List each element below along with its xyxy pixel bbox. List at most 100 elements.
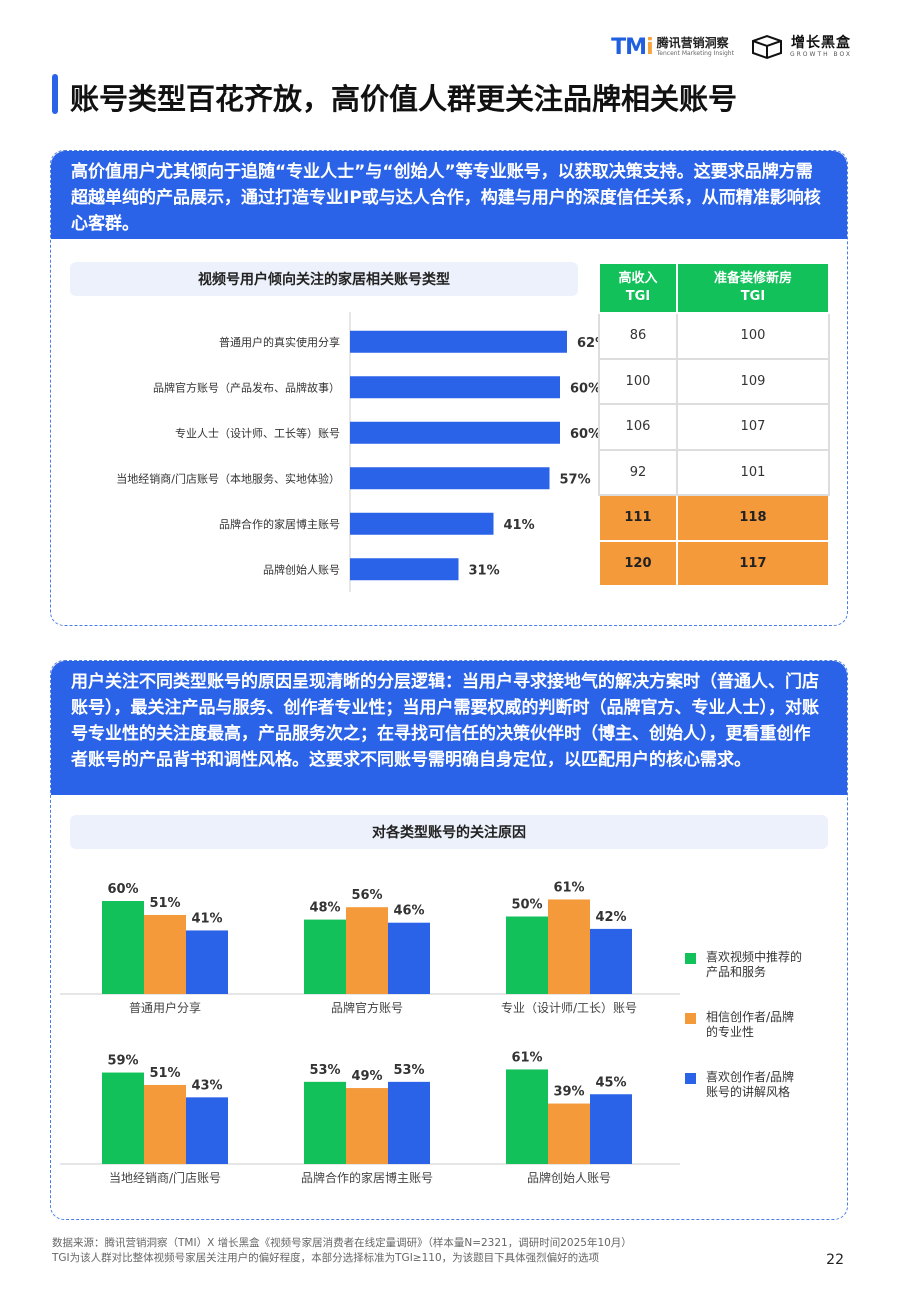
group-category-label: 品牌合作的家居博主账号	[301, 1170, 433, 1185]
hbar-value-label: 57%	[560, 472, 591, 487]
hbar-bar	[350, 467, 550, 490]
group-bar	[590, 928, 632, 994]
hbar-category-label: 品牌合作的家居博主账号	[219, 517, 340, 531]
account-type-bar-chart: 普通用户的真实使用分享 62% 品牌官方账号（产品发布、品牌故事） 60% 专业人士（设…	[116, 312, 600, 592]
header-logos: TMi 腾讯营销洞察 Tencent Marketing Insight 增长黑…	[611, 34, 852, 60]
tmi-sub: Tencent Marketing Insight	[656, 50, 734, 57]
footnote-tgi-note: TGI为该人群对比整体视频号家居关注用户的偏好程度，本部分选择标准为TGI≥11…	[52, 1252, 600, 1264]
reasons-grouped-bar-chart: 60% 51% 41% 普通用户分享 48% 56% 46% 品牌官方账号 50% 61% 42% 专…	[60, 880, 680, 1185]
tgi-renovation-cell: 117	[675, 539, 831, 587]
hbar-category-label: 品牌创始人账号	[263, 562, 340, 576]
tgi-high-income-cell: 106	[598, 403, 678, 451]
hbar-bar	[350, 330, 567, 353]
hbar-category-label: 普通用户的真实使用分享	[219, 335, 340, 349]
legend-item: 喜欢视频中推荐的 产品和服务	[685, 950, 835, 980]
legend-item: 喜欢创作者/品牌 账号的讲解风格	[685, 1070, 835, 1100]
footnote: 数据来源：腾讯营销洞察（TMI）X 增长黑盒《视频号家居消费者在线定量调研》（样…	[52, 1236, 632, 1266]
group-value-label: 49%	[351, 1069, 382, 1084]
tgi-high-income-cell: 86	[598, 312, 678, 360]
hbar-value-label: 60%	[570, 427, 600, 442]
legend-label: 喜欢视频中推荐的 产品和服务	[706, 950, 803, 979]
group-value-label: 45%	[595, 1075, 626, 1090]
group-category-label: 专业（设计师/工长）账号	[501, 1000, 637, 1015]
group-category-label: 品牌官方账号	[331, 1000, 403, 1015]
tmi-logo: TMi 腾讯营销洞察 Tencent Marketing Insight	[611, 35, 734, 60]
hbar-bar	[350, 421, 560, 444]
gb-name: 增长黑盒	[790, 35, 851, 51]
legend-swatch	[685, 953, 696, 964]
legend-swatch	[685, 1073, 696, 1084]
tgi-row: 92 101	[598, 448, 831, 496]
tgi-header-renovation: 准备装修新房 TGI	[675, 262, 831, 314]
group-value-label: 43%	[191, 1078, 222, 1093]
group-value-label: 51%	[149, 896, 180, 911]
group-value-label: 42%	[595, 910, 626, 925]
tgi-row: 106 107	[598, 403, 831, 451]
group-value-label: 61%	[553, 880, 584, 895]
group-value-label: 56%	[351, 888, 382, 903]
hbar-value-label: 31%	[469, 563, 500, 578]
group-category-label: 普通用户分享	[129, 1000, 201, 1015]
tgi-renovation-cell: 101	[675, 448, 831, 496]
group-value-label: 41%	[191, 911, 222, 926]
group-bar	[304, 919, 346, 994]
group-bar	[346, 1088, 388, 1164]
tgi-high-income-cell: 111	[598, 494, 678, 542]
group-bar	[102, 1072, 144, 1164]
group-bar	[548, 899, 590, 994]
legend-label: 喜欢创作者/品牌 账号的讲解风格	[706, 1070, 795, 1099]
tgi-renovation-cell: 109	[675, 357, 831, 405]
group-bar	[506, 1069, 548, 1164]
hbar-bar	[350, 512, 494, 535]
tgi-row: 86 100	[598, 312, 831, 360]
tgi-row: 120 117	[598, 539, 831, 587]
growth-box-logo: 增长黑盒 GROWTH BOX	[750, 34, 852, 60]
group-bar	[102, 901, 144, 994]
footnote-source: 数据来源：腾讯营销洞察（TMI）X 增长黑盒《视频号家居消费者在线定量调研》（样…	[52, 1237, 632, 1249]
cube-icon	[751, 34, 782, 60]
tgi-table: 高收入 TGI 准备装修新房 TGI 86 100 100 109 106 107 92 101 1…	[598, 262, 831, 587]
hbar-bar	[350, 376, 560, 399]
hbar-bar	[350, 558, 459, 581]
group-bar	[304, 1081, 346, 1164]
tgi-row: 100 109	[598, 357, 831, 405]
group-value-label: 53%	[393, 1063, 424, 1078]
group-bar	[506, 916, 548, 994]
group-value-label: 61%	[511, 1050, 542, 1065]
legend-label: 相信创作者/品牌 的专业性	[706, 1010, 795, 1039]
group-value-label: 53%	[309, 1063, 340, 1078]
tgi-high-income-cell: 92	[598, 448, 678, 496]
tmi-name: 腾讯营销洞察	[656, 36, 729, 50]
group-category-label: 当地经销商/门店账号	[109, 1170, 221, 1185]
group-bar	[590, 1094, 632, 1164]
hbar-category-label: 当地经销商/门店账号（本地服务、实地体验）	[116, 471, 340, 485]
group-bar	[186, 930, 228, 994]
hbar-value-label: 62%	[577, 336, 600, 351]
panel1-headline: 高价值用户尤其倾向于追随“专业人士”与“创始人”等专业账号，以获取决策支持。这要…	[51, 151, 847, 239]
group-bar	[144, 1084, 186, 1164]
group-bar	[346, 907, 388, 994]
hbar-value-label: 41%	[504, 518, 535, 533]
hbar-category-label: 品牌官方账号（产品发布、品牌故事）	[153, 380, 340, 394]
gb-sub: GROWTH BOX	[789, 51, 852, 58]
legend-swatch	[685, 1013, 696, 1024]
tgi-renovation-cell: 100	[675, 312, 831, 360]
page-title: 账号类型百花齐放，高价值人群更关注品牌相关账号	[70, 82, 738, 116]
hbar-value-label: 60%	[570, 381, 600, 396]
group-value-label: 59%	[107, 1054, 138, 1069]
group-chart-title: 对各类型账号的关注原因	[70, 815, 828, 849]
tgi-header-high-income: 高收入 TGI	[598, 262, 678, 314]
group-category-label: 品牌创始人账号	[527, 1171, 611, 1185]
page-number: 22	[826, 1252, 844, 1268]
title-accent-bar	[52, 74, 58, 114]
chart-legend: 喜欢视频中推荐的 产品和服务 相信创作者/品牌 的专业性 喜欢创作者/品牌 账号的讲解风格	[685, 950, 835, 1130]
group-value-label: 39%	[553, 1085, 584, 1100]
group-bar	[388, 922, 430, 994]
group-value-label: 51%	[149, 1066, 180, 1081]
hbar-category-label: 专业人士（设计师、工长等）账号	[175, 426, 340, 440]
group-value-label: 50%	[511, 898, 542, 913]
group-bar	[186, 1097, 228, 1164]
tgi-high-income-cell: 100	[598, 357, 678, 405]
tmi-mark: TMi	[611, 34, 653, 60]
group-bar	[144, 914, 186, 994]
